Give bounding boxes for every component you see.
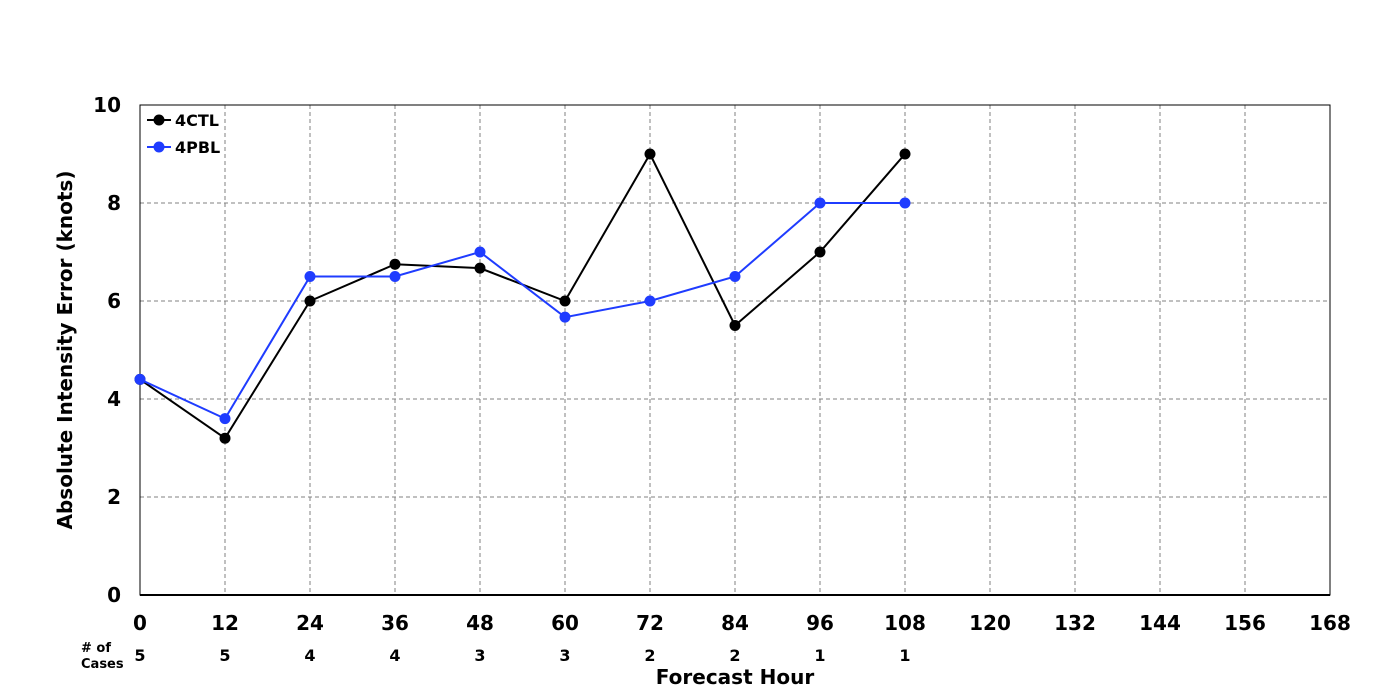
data-point-4CTL xyxy=(644,148,656,160)
data-point-4CTL xyxy=(729,320,741,331)
x-tick-label: 12 xyxy=(211,611,239,635)
data-point-4PBL xyxy=(899,197,911,209)
data-point-4CTL xyxy=(899,148,911,160)
x-tick-label: 60 xyxy=(551,611,579,635)
cases-value: 2 xyxy=(729,646,740,665)
data-point-4CTL xyxy=(304,295,316,307)
data-point-4CTL xyxy=(389,258,401,270)
x-tick-labels: 0 12 24 36 48 60 72 84 96 108 120 132 144 156 168 xyxy=(133,611,1351,635)
grid-lines xyxy=(140,105,1330,595)
x-tick-label: 144 xyxy=(1139,611,1181,635)
cases-value: 1 xyxy=(814,646,825,665)
data-point-4PBL xyxy=(389,271,401,282)
x-axis-title: Forecast Hour xyxy=(656,665,815,689)
data-point-4PBL xyxy=(474,246,486,258)
y-tick-label: 0 xyxy=(107,583,121,607)
x-tick-label: 132 xyxy=(1054,611,1096,635)
y-tick-label: 2 xyxy=(107,485,121,509)
legend-marker-4CTL xyxy=(153,114,165,126)
series-layer xyxy=(134,148,911,444)
x-tick-label: 48 xyxy=(466,611,494,635)
data-point-4PBL xyxy=(729,271,741,282)
y-tick-label: 6 xyxy=(107,289,121,313)
y-tick-label: 4 xyxy=(107,387,121,411)
data-point-4CTL xyxy=(814,246,826,258)
y-axis-title: Absolute Intensity Error (knots) xyxy=(53,171,77,530)
x-tick-label: 156 xyxy=(1224,611,1266,635)
y-tick-label: 10 xyxy=(93,93,121,117)
cases-label-line1: # of xyxy=(81,641,111,656)
cases-value: 3 xyxy=(474,646,485,665)
x-tick-label: 84 xyxy=(721,611,749,635)
y-tick-label: 8 xyxy=(107,191,121,215)
data-point-4PBL xyxy=(814,197,826,209)
x-tick-label: 108 xyxy=(884,611,926,635)
data-point-4PBL xyxy=(219,413,231,425)
legend: 4CTL 4PBL xyxy=(147,111,220,157)
cases-value: 3 xyxy=(559,646,570,665)
cases-value: 2 xyxy=(644,646,655,665)
data-point-4PBL xyxy=(559,311,571,323)
cases-label-line2: Cases xyxy=(81,657,124,672)
cases-value: 5 xyxy=(134,646,145,665)
cases-value: 1 xyxy=(899,646,910,665)
legend-marker-4PBL xyxy=(153,141,165,153)
x-tick-label: 24 xyxy=(296,611,324,635)
legend-label: 4PBL xyxy=(175,138,220,157)
legend-label: 4CTL xyxy=(175,111,219,130)
data-point-4PBL xyxy=(304,271,316,282)
x-tick-label: 0 xyxy=(133,611,147,635)
cases-row: # of Cases 5 5 4 4 3 3 2 2 1 1 xyxy=(81,641,911,672)
data-point-4CTL xyxy=(559,295,571,307)
x-tick-label: 168 xyxy=(1309,611,1351,635)
cases-value: 4 xyxy=(304,646,315,665)
cases-value: 4 xyxy=(389,646,400,665)
data-point-4CTL xyxy=(219,432,231,444)
series-line-4PBL xyxy=(139,202,905,420)
cases-value: 5 xyxy=(219,646,230,665)
x-tick-label: 120 xyxy=(969,611,1011,635)
x-tick-label: 36 xyxy=(381,611,409,635)
y-tick-labels: 0 2 4 6 8 10 xyxy=(93,93,121,607)
x-tick-label: 96 xyxy=(806,611,834,635)
x-tick-label: 72 xyxy=(636,611,664,635)
data-point-4PBL xyxy=(134,373,146,385)
data-point-4CTL xyxy=(474,262,486,274)
data-point-4PBL xyxy=(644,295,656,307)
